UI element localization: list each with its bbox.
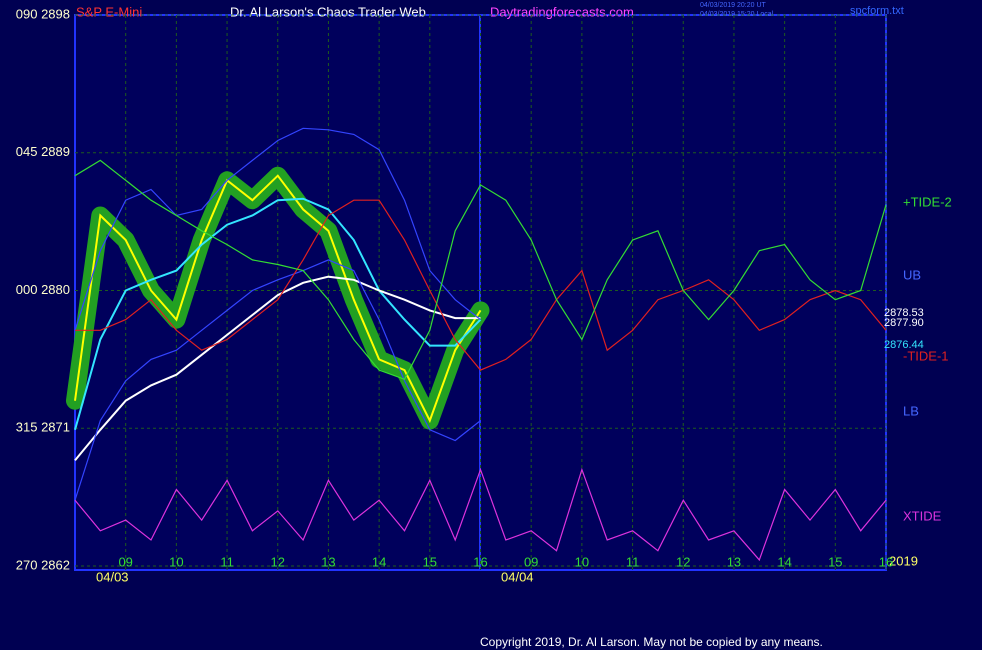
series-line xyxy=(74,467,887,562)
date-label: 04/03 xyxy=(96,569,129,584)
x-tick-label: 13 xyxy=(727,554,741,569)
x-tick-label: 09 xyxy=(118,554,132,569)
marks xyxy=(66,127,887,562)
x-tick-label: 15 xyxy=(423,554,437,569)
series-line xyxy=(75,199,887,371)
title: Dr. Al Larson's Chaos Trader Web xyxy=(230,4,426,19)
price-label: 2878.53 xyxy=(884,307,924,319)
series-line xyxy=(74,159,887,381)
legend-entry: XTIDE xyxy=(903,508,942,523)
x-tick-label: 13 xyxy=(321,554,335,569)
y-tick-label: 090 2898 xyxy=(16,6,70,21)
series-line xyxy=(74,275,481,462)
y-tick-label: 045 2889 xyxy=(16,144,70,159)
site: Daytradingforecasts.com xyxy=(490,4,634,19)
legend-entry: UB xyxy=(903,267,921,282)
x-tick-label: 12 xyxy=(676,554,690,569)
price-label: 2877.90 xyxy=(884,317,924,329)
stamp-ut: 04/03/2019 20:20 UT xyxy=(700,2,766,9)
copyright: Copyright 2019, Dr. Al Larson. May not b… xyxy=(480,635,823,649)
series-line xyxy=(74,174,482,424)
y-tick-label: 315 2871 xyxy=(16,420,70,435)
y-tick-label: 000 2880 xyxy=(16,282,70,297)
x-tick-label: 09 xyxy=(524,554,538,569)
price-label: 2876.44 xyxy=(884,339,924,351)
stamp-local: 04/03/2019 15:20 Local xyxy=(700,11,774,18)
x-tick-label: 14 xyxy=(372,554,386,569)
file-name: spcform.txt xyxy=(850,5,904,17)
x-tick-label: 16 xyxy=(879,554,893,569)
x-tick-label: 10 xyxy=(575,554,589,569)
series-line xyxy=(74,197,482,431)
symbol: S&P E-Mini xyxy=(76,4,142,19)
series-line xyxy=(74,259,481,501)
x-tick-label: 16 xyxy=(473,554,487,569)
year-label: 2019 xyxy=(889,553,918,568)
x-tick-label: 11 xyxy=(220,554,234,569)
legend-entry: +TIDE-2 xyxy=(903,194,952,209)
x-tick-label: 14 xyxy=(777,554,791,569)
x-tick-label: 10 xyxy=(169,554,183,569)
x-tick-label: 15 xyxy=(828,554,842,569)
y-tick-label: 270 2862 xyxy=(16,557,70,572)
grid xyxy=(75,14,887,570)
date-label: 04/04 xyxy=(501,569,534,584)
legend-entry: LB xyxy=(903,403,919,418)
x-tick-label: 11 xyxy=(626,554,640,569)
x-tick-label: 12 xyxy=(271,554,285,569)
legend-entry: -TIDE-1 xyxy=(903,348,949,363)
